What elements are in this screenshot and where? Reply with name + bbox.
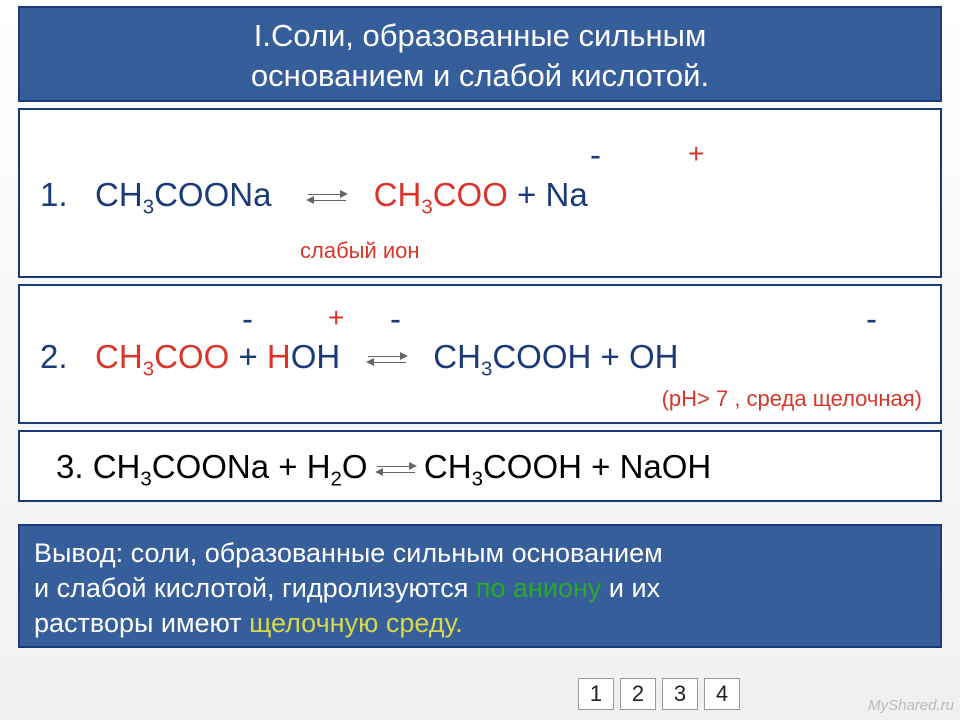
eq2-c3: -	[390, 300, 401, 338]
eq1-number: 1.	[40, 176, 68, 213]
equation-1-panel: - + 1. CH3COONa CH3COO + Na слабый ион	[18, 108, 942, 278]
eq1-lhs-suffix: COONa	[154, 176, 271, 213]
conclusion-line-2: и слабой кислотой, гидролизуются по анио…	[34, 571, 926, 606]
eq1-charge-pos: +	[688, 138, 704, 170]
eq2-t2b: OH	[291, 338, 341, 375]
eq2-line: 2. CH3COO + HOH CH3COOH + OH	[40, 338, 678, 382]
eq2-ph-note: (pH> 7 , среда щелочная)	[662, 386, 922, 412]
eq2-t3-prefix: CH	[433, 338, 481, 375]
eq3-right-a: CH	[424, 448, 472, 485]
eq3-mid1: COONa + H	[152, 448, 331, 485]
eq3-left: 3. CH	[56, 448, 140, 485]
eq1-rhs1-sub: 3	[421, 196, 432, 219]
eq3-sub3: 3	[472, 468, 483, 491]
conclusion-l2a: и слабой кислотой, гидролизуются	[34, 573, 476, 603]
conclusion-line-3: растворы имеют щелочную среду.	[34, 606, 926, 641]
eq3-sub1: 3	[140, 468, 151, 491]
conclusion-l2c: и их	[601, 573, 660, 603]
eq2-plus2: +	[600, 338, 628, 375]
equilibrium-arrow-icon	[368, 348, 406, 370]
eq1-charge-neg: -	[590, 136, 601, 174]
conclusion-l2b: по аниону	[476, 573, 602, 603]
conclusion-l3b: щелочную среду.	[249, 608, 463, 638]
eq2-c2: +	[328, 302, 344, 334]
eq2-t3-suffix: COOH	[492, 338, 591, 375]
eq1-rhs1-suffix: COO	[433, 176, 508, 213]
conclusion-line-1: Вывод: соли, образованные сильным основа…	[34, 536, 926, 571]
nav-button-2[interactable]: 2	[620, 678, 656, 710]
eq1-lhs-sub: 3	[143, 196, 154, 219]
eq3-mid2: O	[342, 448, 368, 485]
eq3-right-b: COOH + NaOH	[483, 448, 711, 485]
nav-button-4[interactable]: 4	[704, 678, 740, 710]
eq1-plus: +	[517, 176, 545, 213]
eq2-c4: -	[866, 300, 877, 338]
slide-nav: 1 2 3 4	[578, 678, 740, 710]
title-line-1: I.Соли, образованные сильным	[20, 16, 940, 56]
eq3-line: 3. CH3COONa + H2O CH3COOH + NaOH	[56, 448, 711, 492]
equation-2-panel: - + - - 2. CH3COO + HOH CH3COOH + OH (pH…	[18, 284, 942, 424]
eq2-number: 2.	[40, 338, 68, 375]
eq2-t3-sub: 3	[481, 358, 492, 381]
eq1-rhs1-prefix: CH	[374, 176, 422, 213]
eq1-rhs2: Na	[546, 176, 588, 213]
nav-button-3[interactable]: 3	[662, 678, 698, 710]
title-panel: I.Соли, образованные сильным основанием …	[18, 6, 942, 102]
eq2-t1-suffix: COO	[154, 338, 229, 375]
watermark: MyShared.ru	[868, 697, 954, 714]
eq1-line: 1. CH3COONa CH3COO + Na	[40, 176, 588, 220]
conclusion-l1a: Вывод: соли, образованные сильным основа…	[34, 538, 663, 568]
equilibrium-arrow-icon	[308, 186, 346, 208]
eq2-t1-sub: 3	[143, 358, 154, 381]
eq2-c1: -	[242, 300, 253, 338]
eq2-t1-prefix: CH	[95, 338, 143, 375]
eq1-lhs-prefix: CH	[95, 176, 143, 213]
equilibrium-arrow-icon	[377, 458, 415, 480]
eq2-t4: OH	[629, 338, 679, 375]
eq1-note: слабый ион	[300, 238, 420, 264]
eq2-plus1: +	[238, 338, 266, 375]
conclusion-panel: Вывод: соли, образованные сильным основа…	[18, 524, 942, 648]
eq2-t2a: H	[267, 338, 291, 375]
equation-3-panel: 3. CH3COONa + H2O CH3COOH + NaOH	[18, 430, 942, 502]
title-line-2: основанием и слабой кислотой.	[20, 56, 940, 96]
nav-button-1[interactable]: 1	[578, 678, 614, 710]
conclusion-l3a: растворы имеют	[34, 608, 249, 638]
eq3-sub2: 2	[331, 468, 342, 491]
